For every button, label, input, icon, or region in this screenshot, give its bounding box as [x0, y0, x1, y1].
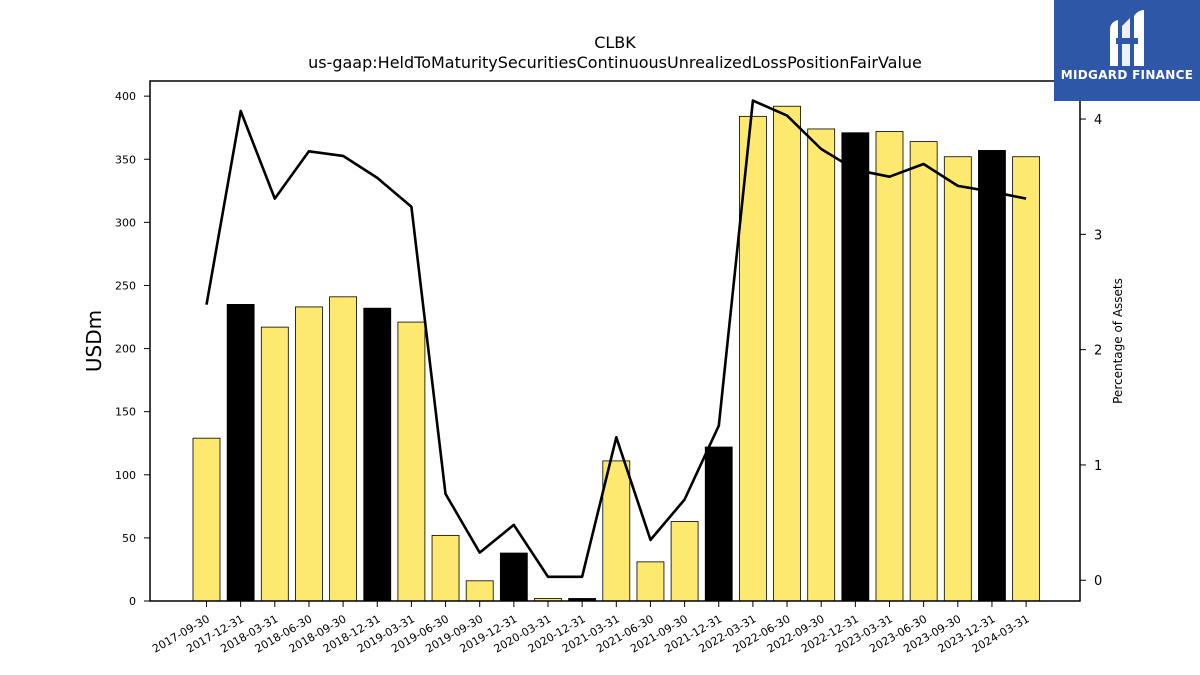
y-tick-label: 50: [122, 532, 136, 545]
bar: [499, 552, 528, 602]
y-tick-label: 150: [115, 406, 136, 419]
brand-logo: MIDGARD FINANCE: [1054, 0, 1200, 101]
bar: [909, 141, 938, 602]
chart-title: CLBK: [594, 33, 636, 52]
y-tick-label: 300: [115, 216, 136, 229]
bar: [670, 521, 699, 602]
y2-tick-label: 3: [1094, 228, 1102, 243]
bar: [260, 326, 289, 602]
bar: [943, 156, 972, 602]
bar: [704, 446, 733, 602]
y-tick-label: 0: [129, 595, 136, 608]
y-tick-label: 350: [115, 153, 136, 166]
bar: [295, 306, 323, 602]
y2-tick-label: 1: [1094, 459, 1102, 474]
bar: [773, 105, 801, 602]
bar: [807, 128, 836, 602]
bar: [329, 296, 358, 602]
chart-subtitle: us-gaap:HeldToMaturitySecuritiesContinuo…: [308, 53, 922, 72]
y-tick-label: 400: [115, 90, 136, 103]
bar: [431, 534, 460, 602]
y2-axis-label: Percentage of Assets: [1111, 278, 1125, 404]
bar: [602, 460, 631, 602]
bar: [1012, 156, 1040, 602]
bar: [636, 561, 665, 602]
plot-frame: [149, 80, 1081, 602]
midgard-logo-icon: [1110, 10, 1144, 66]
bar: [397, 321, 426, 602]
y-tick-label: 200: [115, 343, 136, 356]
logo-text: MIDGARD FINANCE: [1060, 68, 1194, 82]
y2-tick-label: 2: [1094, 344, 1102, 359]
bar: [226, 303, 255, 602]
bar: [875, 131, 904, 602]
bar: [465, 580, 494, 602]
y2-tick-label: 4: [1094, 113, 1102, 128]
plot-area: 050100150200250300350400012342017-09-302…: [115, 80, 1102, 656]
y-tick-label: 100: [115, 469, 136, 482]
y-axis-label: USDm: [82, 310, 106, 372]
bar: [841, 132, 870, 602]
bar: [192, 437, 221, 602]
bar: [978, 150, 1006, 602]
y2-tick-label: 0: [1094, 574, 1102, 589]
y-tick-label: 250: [115, 279, 136, 292]
bar: [363, 307, 392, 602]
percentage-line: [205, 99, 1027, 579]
